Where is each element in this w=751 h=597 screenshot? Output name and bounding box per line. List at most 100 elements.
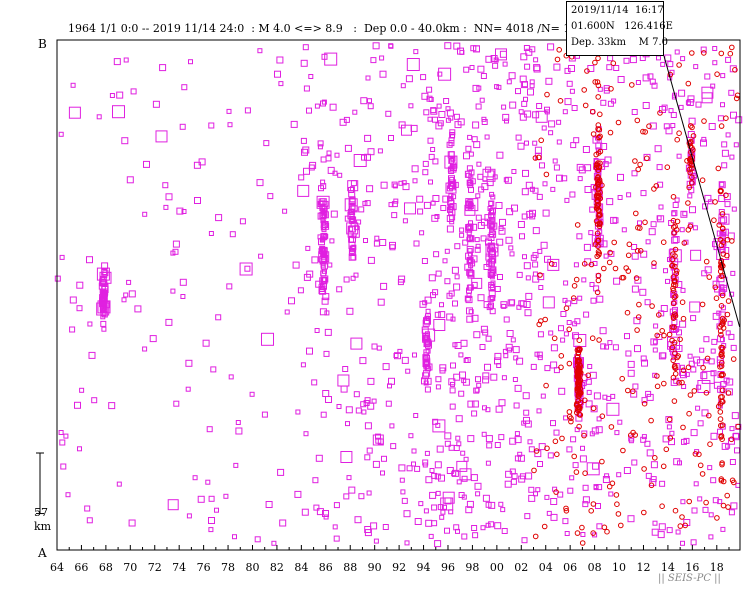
event-square: [651, 263, 657, 269]
event-square: [562, 109, 568, 115]
event-square: [533, 491, 538, 497]
event-circle: [719, 211, 726, 217]
event-square: [461, 533, 468, 540]
event-square: [711, 338, 718, 345]
event-square: [112, 105, 125, 119]
bottom-end-label: A: [38, 546, 47, 560]
event-square: [503, 353, 509, 359]
event-circle: [723, 192, 729, 198]
event-square: [322, 510, 329, 517]
event-square: [536, 351, 543, 358]
event-square: [465, 145, 472, 152]
event-square: [316, 195, 330, 209]
event-square: [731, 206, 737, 212]
x-tick-label: 06: [563, 561, 577, 574]
event-square: [553, 63, 561, 71]
event-square: [456, 479, 462, 485]
event-circle: [588, 261, 595, 268]
event-square: [446, 225, 454, 233]
event-square: [538, 285, 544, 290]
event-square: [527, 439, 533, 445]
event-square: [126, 279, 132, 285]
event-square: [367, 103, 374, 110]
event-square: [65, 492, 71, 498]
event-square: [444, 278, 451, 285]
event-square: [660, 61, 666, 67]
event-circle: [594, 203, 601, 209]
event-circle: [541, 523, 548, 530]
event-square: [278, 81, 284, 87]
event-square: [685, 100, 691, 106]
event-circle: [637, 248, 644, 254]
event-circle: [699, 301, 706, 308]
event-square: [412, 352, 417, 358]
event-square: [397, 348, 403, 354]
event-square: [324, 328, 332, 336]
event-square: [380, 282, 388, 290]
event-circle: [576, 337, 583, 344]
event-square: [485, 55, 493, 63]
event-square: [530, 363, 537, 370]
event-square: [683, 437, 690, 444]
event-square: [363, 238, 368, 243]
event-square: [550, 513, 558, 521]
event-square: [325, 155, 332, 162]
event-circle: [671, 278, 678, 284]
event-square: [477, 222, 485, 229]
scale-bar-value: 57: [34, 506, 48, 519]
event-circle: [536, 154, 542, 161]
event-square: [388, 43, 394, 49]
event-circle: [531, 467, 537, 474]
event-circle: [734, 92, 741, 99]
event-square: [314, 328, 320, 333]
event-square: [467, 205, 473, 211]
event-square: [471, 525, 478, 531]
event-circle: [641, 400, 648, 407]
event-square: [492, 62, 499, 69]
event-square: [536, 193, 543, 200]
event-square: [563, 331, 569, 337]
event-circle: [554, 451, 560, 458]
event-square: [320, 262, 328, 270]
event-circle: [592, 79, 599, 85]
event-square: [457, 47, 464, 55]
event-circle: [532, 533, 539, 540]
event-square: [490, 284, 496, 290]
event-square: [572, 332, 579, 340]
event-square: [720, 381, 727, 387]
event-square: [373, 538, 379, 544]
event-square: [303, 431, 309, 437]
event-square: [582, 496, 590, 504]
event-square: [428, 179, 433, 185]
event-square: [572, 321, 578, 327]
event-square: [512, 346, 520, 354]
event-square: [512, 377, 518, 382]
event-square: [434, 311, 441, 318]
event-square: [617, 195, 623, 200]
event-square: [365, 75, 371, 81]
event-square: [733, 432, 739, 439]
event-circle: [552, 438, 559, 445]
event-square: [701, 86, 714, 99]
event-square: [532, 111, 540, 119]
event-square: [462, 239, 469, 246]
event-square: [686, 99, 694, 106]
event-circle: [725, 298, 732, 304]
event-square: [226, 283, 233, 290]
event-circle: [556, 47, 563, 53]
event-square: [730, 502, 738, 510]
event-square: [631, 170, 638, 177]
event-square: [550, 498, 558, 505]
event-square: [717, 115, 724, 122]
event-circle: [686, 410, 692, 417]
event-square: [498, 501, 504, 507]
event-square: [485, 435, 493, 443]
event-square: [350, 337, 363, 350]
event-circle: [620, 447, 626, 454]
event-square: [624, 333, 630, 340]
event-square: [600, 343, 607, 350]
event-square: [515, 88, 521, 95]
event-square: [477, 294, 485, 302]
event-circle: [680, 315, 687, 322]
event-square: [725, 330, 731, 336]
